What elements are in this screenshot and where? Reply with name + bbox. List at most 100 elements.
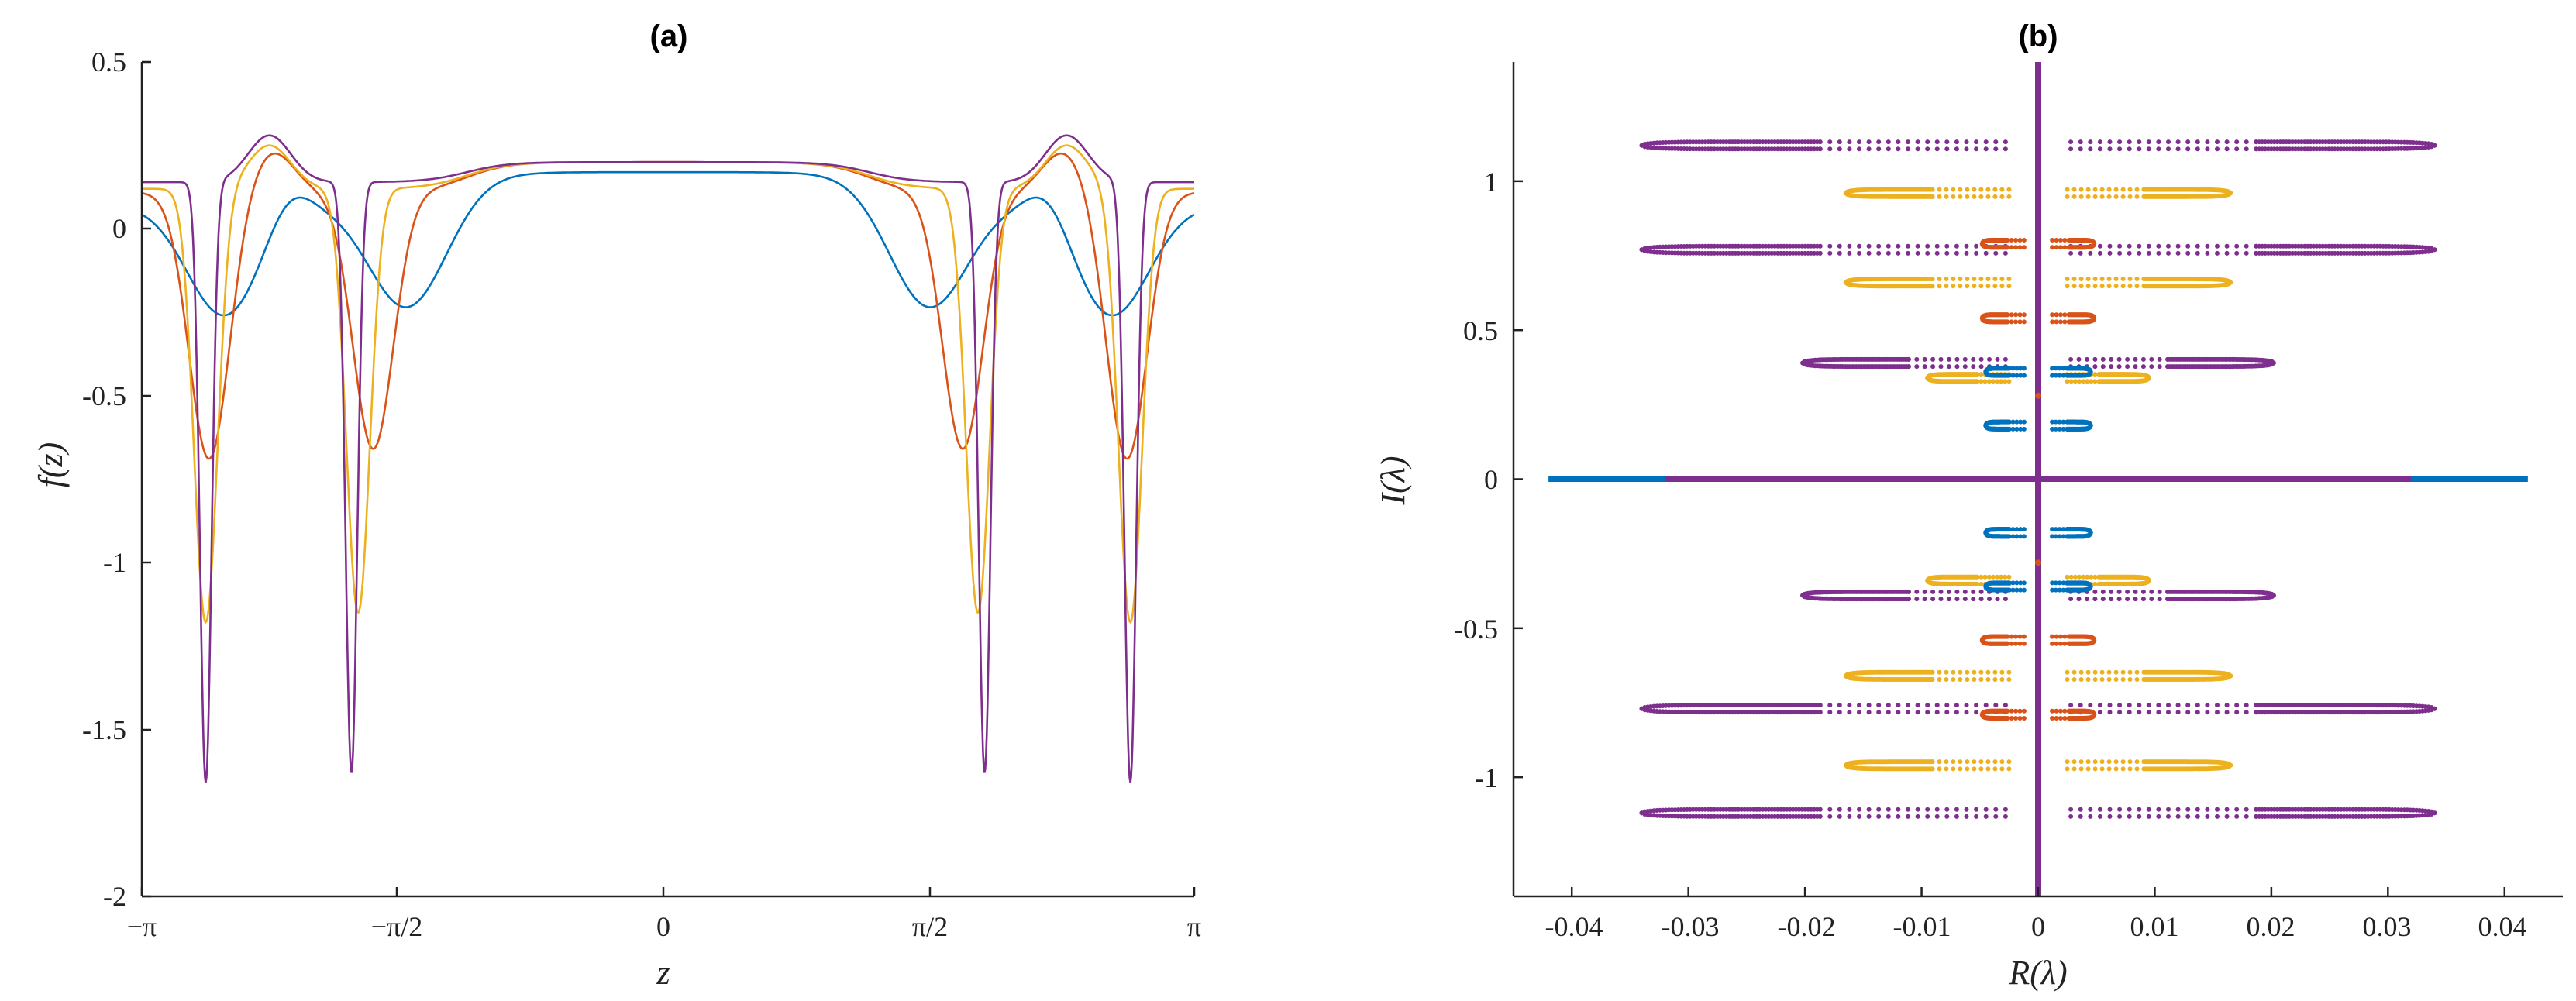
eigenvalue-point bbox=[2107, 710, 2113, 715]
eigenvalue-point bbox=[1954, 597, 1960, 602]
eigenvalue-point bbox=[1906, 589, 1911, 594]
eigenvalue-point bbox=[2021, 238, 2027, 243]
eigenvalue-point bbox=[2006, 187, 2012, 192]
eigenvalue-point bbox=[2120, 759, 2126, 765]
eigenvalue-point bbox=[2125, 364, 2130, 370]
eigenvalue-point bbox=[2120, 194, 2126, 199]
eigenvalue-point bbox=[1972, 669, 1977, 675]
eigenvalue-point bbox=[1915, 146, 1920, 152]
eigenvalue-point bbox=[2005, 716, 2010, 721]
eigenvalue-point bbox=[1817, 814, 1823, 819]
eigenvalue-point bbox=[1837, 814, 1842, 819]
panel-a-curves bbox=[141, 134, 1195, 783]
eigenvalue-point bbox=[1999, 187, 2005, 192]
eigenvalue-point bbox=[1847, 139, 1852, 145]
eigenvalue-point bbox=[1965, 677, 1970, 682]
eigenvalue-point bbox=[2058, 641, 2063, 646]
eigenvalue-point bbox=[1925, 375, 1930, 380]
eigenvalue-point bbox=[1896, 243, 1901, 249]
eigenvalue-point bbox=[2092, 759, 2098, 765]
eigenvalue-point bbox=[1993, 250, 1999, 256]
eigenvalue-point bbox=[1937, 187, 1942, 192]
curve-s1 bbox=[141, 170, 1195, 317]
eigenvalue-point bbox=[2062, 716, 2068, 721]
eigenvalue-point bbox=[2013, 716, 2019, 721]
eigenvalue-point bbox=[2215, 250, 2220, 256]
eigenvalue-point bbox=[1964, 703, 1969, 708]
eigenvalue-point bbox=[1951, 669, 1956, 675]
eigenvalue-point bbox=[2116, 589, 2122, 594]
eigenvalue-point bbox=[1876, 139, 1882, 145]
eigenvalue-point bbox=[2254, 139, 2259, 145]
eigenvalue-point bbox=[2054, 245, 2059, 250]
eigenvalue-point bbox=[1906, 146, 1910, 152]
eigenvalue-point bbox=[2076, 597, 2082, 602]
eigenvalue-point bbox=[2133, 589, 2138, 594]
eigenvalue-point bbox=[2205, 814, 2210, 819]
eigenvalue-point bbox=[2065, 366, 2070, 371]
eigenvalue-point bbox=[1962, 589, 1968, 594]
eigenvalue-point bbox=[2137, 146, 2142, 152]
eigenvalue-point bbox=[2106, 766, 2112, 772]
eigenvalue-point bbox=[1974, 139, 1979, 145]
eigenvalue-point bbox=[2106, 669, 2112, 675]
eigenvalue-point bbox=[1906, 807, 1910, 812]
eigenvalue-point bbox=[2228, 673, 2233, 679]
eigenvalue-point bbox=[2113, 187, 2119, 192]
eigenvalue-point bbox=[1974, 250, 1979, 256]
eigenvalue-point bbox=[1962, 356, 1968, 362]
eigenvalue-point bbox=[2133, 597, 2138, 602]
eigenvalue-point bbox=[1857, 146, 1861, 152]
eigenvalue-point bbox=[2107, 807, 2113, 812]
eigenvalue-point bbox=[2013, 238, 2019, 243]
eigenvalue-point bbox=[2078, 187, 2084, 192]
a-ytick-label: 0.5 bbox=[91, 46, 126, 77]
eigenvalue-point bbox=[2215, 807, 2220, 812]
eigenvalue-point bbox=[2185, 703, 2191, 708]
eigenvalue-point bbox=[2097, 243, 2102, 249]
eigenvalue-point bbox=[1958, 187, 1963, 192]
eigenvalue-point bbox=[2175, 807, 2181, 812]
eigenvalue-point bbox=[1906, 243, 1910, 249]
eigenvalue-point bbox=[2166, 814, 2171, 819]
eigenvalue-point bbox=[2021, 319, 2027, 325]
eigenvalue-point bbox=[2054, 641, 2059, 646]
eigenvalue-point bbox=[2058, 319, 2063, 325]
eigenvalue-point bbox=[1906, 597, 1911, 602]
eigenvalue-point bbox=[2017, 634, 2023, 639]
eigenvalue-point bbox=[1937, 284, 1942, 289]
eigenvalue-point bbox=[1915, 807, 1920, 812]
eigenvalue-point bbox=[1876, 710, 1882, 715]
eigenvalue-point bbox=[1974, 243, 1979, 249]
eigenvalue-point bbox=[2106, 187, 2112, 192]
eigenvalue-point bbox=[2085, 277, 2091, 281]
eigenvalue-point bbox=[1843, 191, 1848, 196]
eigenvalue-point bbox=[2097, 139, 2102, 145]
eigenvalue-point bbox=[1993, 146, 1999, 152]
eigenvalue-point bbox=[1925, 250, 1930, 256]
eigenvalue-point bbox=[2005, 708, 2010, 714]
eigenvalue-point bbox=[2113, 766, 2119, 772]
eigenvalue-point bbox=[2141, 677, 2147, 682]
eigenvalue-point bbox=[1930, 364, 1936, 370]
eigenvalue-point bbox=[2156, 814, 2161, 819]
eigenvalue-point bbox=[1951, 277, 1956, 281]
eigenvalue-point bbox=[2166, 703, 2171, 708]
eigenvalue-point bbox=[2097, 814, 2102, 819]
eigenvalue-point bbox=[1972, 284, 1977, 289]
eigenvalue-point bbox=[1958, 284, 1963, 289]
eigenvalue-point bbox=[1978, 597, 1984, 602]
eigenvalue-point bbox=[2195, 703, 2200, 708]
a-xtick-label: π/2 bbox=[912, 911, 948, 942]
eigenvalue-point bbox=[2234, 250, 2240, 256]
eigenvalue-point bbox=[2003, 814, 2008, 819]
eigenvalue-point bbox=[1954, 814, 1959, 819]
eigenvalue-point bbox=[2113, 284, 2119, 289]
eigenvalue-point bbox=[2100, 356, 2106, 362]
eigenvalue-point bbox=[1954, 243, 1959, 249]
eigenvalue-point bbox=[2092, 241, 2097, 246]
eigenvalue-point bbox=[2085, 574, 2090, 580]
eigenvalue-point bbox=[1930, 284, 1935, 289]
eigenvalue-point bbox=[1944, 766, 1949, 772]
eigenvalue-point bbox=[1938, 597, 1944, 602]
